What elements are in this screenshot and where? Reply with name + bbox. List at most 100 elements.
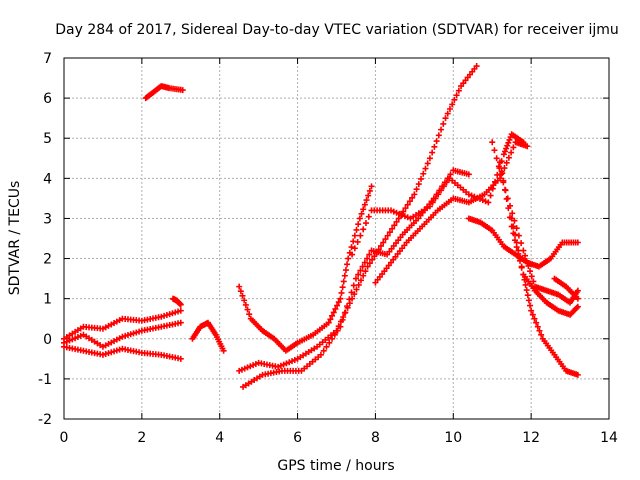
- data-point-marker: [242, 301, 249, 308]
- data-point-marker: [353, 286, 360, 293]
- data-point-marker: [435, 132, 442, 139]
- data-point-marker: [366, 187, 373, 194]
- data-point-marker: [340, 278, 347, 285]
- y-tick-label: 0: [43, 332, 52, 348]
- data-point-marker: [495, 163, 502, 170]
- data-point-marker: [349, 251, 356, 258]
- data-point-marker: [433, 138, 440, 145]
- data-point-marker: [246, 311, 253, 318]
- data-point-marker: [504, 142, 511, 149]
- data-point-marker: [346, 296, 353, 303]
- data-point-marker: [523, 257, 530, 264]
- data-point-marker: [377, 242, 384, 249]
- data-point-marker: [491, 178, 498, 185]
- data-point-marker: [487, 192, 494, 199]
- data-point-marker: [426, 203, 433, 210]
- data-point-marker: [237, 288, 244, 295]
- data-point-marker: [334, 327, 341, 334]
- data-point-marker: [422, 165, 429, 172]
- data-point-marker: [358, 210, 365, 217]
- data-point-marker: [382, 236, 389, 243]
- data-point-marker: [524, 292, 531, 299]
- data-point-marker: [536, 327, 543, 334]
- data-point-marker: [239, 292, 246, 299]
- data-point-marker: [574, 295, 581, 302]
- series-track-e: [170, 295, 184, 308]
- data-point-marker: [355, 271, 362, 278]
- data-point-marker: [413, 186, 420, 193]
- y-tick-label: 7: [43, 51, 52, 67]
- data-point-marker: [361, 201, 368, 208]
- data-point-marker: [497, 159, 503, 166]
- data-point-marker: [489, 139, 496, 146]
- series-track-g: [236, 183, 375, 354]
- data-point-marker: [179, 87, 186, 94]
- data-point-marker: [363, 197, 370, 204]
- data-point-marker: [357, 277, 364, 284]
- series-track-a: [61, 307, 184, 342]
- data-point-marker: [411, 191, 418, 198]
- data-point-marker: [323, 343, 330, 350]
- data-point-marker: [520, 271, 527, 278]
- data-point-marker: [244, 306, 251, 313]
- data-point-marker: [365, 213, 372, 220]
- data-markers: [61, 63, 581, 390]
- data-point-marker: [449, 101, 456, 108]
- data-point-marker: [334, 302, 341, 309]
- data-point-marker: [177, 307, 184, 314]
- data-point-marker: [326, 339, 333, 346]
- series-track-l: [465, 215, 581, 270]
- plot-frame: [63, 57, 610, 420]
- series-track-o: [508, 215, 581, 378]
- data-point-marker: [527, 302, 534, 309]
- data-point-marker: [493, 155, 500, 162]
- data-point-marker: [453, 92, 460, 99]
- x-tick-label: 8: [371, 430, 380, 446]
- data-point-marker: [339, 316, 346, 323]
- data-point-marker: [515, 232, 522, 239]
- data-point-marker: [528, 273, 535, 280]
- x-tick-label: 2: [137, 430, 146, 446]
- data-point-marker: [355, 221, 362, 228]
- y-tick-label: 2: [43, 252, 52, 268]
- data-point-marker: [360, 226, 367, 233]
- series-track-i: [240, 167, 472, 390]
- data-point-marker: [500, 177, 507, 184]
- data-point-marker: [498, 168, 505, 175]
- data-point-marker: [409, 194, 416, 201]
- data-point-marker: [384, 232, 391, 239]
- data-point-marker: [359, 263, 366, 270]
- data-point-marker: [360, 272, 367, 279]
- data-point-marker: [393, 218, 400, 225]
- x-tick-label: 4: [215, 430, 224, 446]
- data-point-marker: [341, 309, 348, 316]
- data-point-marker: [365, 192, 372, 199]
- grid-lines: [64, 58, 609, 419]
- data-point-marker: [497, 175, 503, 182]
- data-point-marker: [501, 165, 508, 172]
- data-point-marker: [489, 185, 496, 192]
- data-point-marker: [521, 276, 528, 283]
- series-track-k: [349, 131, 527, 258]
- data-point-marker: [364, 255, 371, 262]
- data-point-marker: [573, 304, 580, 311]
- data-point-marker: [362, 268, 369, 275]
- data-point-marker: [356, 215, 363, 222]
- data-point-marker: [574, 239, 581, 246]
- data-point-marker: [352, 275, 359, 282]
- data-point-marker: [534, 323, 541, 330]
- data-point-marker: [432, 195, 439, 202]
- y-tick-label: 3: [43, 211, 52, 227]
- data-point-marker: [418, 175, 425, 182]
- data-point-marker: [524, 143, 531, 150]
- data-point-marker: [337, 295, 344, 302]
- data-point-marker: [531, 315, 538, 322]
- data-point-marker: [344, 303, 351, 310]
- data-point-marker: [426, 155, 433, 162]
- series-track-n: [497, 159, 581, 318]
- data-point-marker: [341, 272, 348, 279]
- data-point-marker: [485, 199, 492, 206]
- data-point-marker: [574, 303, 581, 310]
- series-track-m: [489, 139, 581, 306]
